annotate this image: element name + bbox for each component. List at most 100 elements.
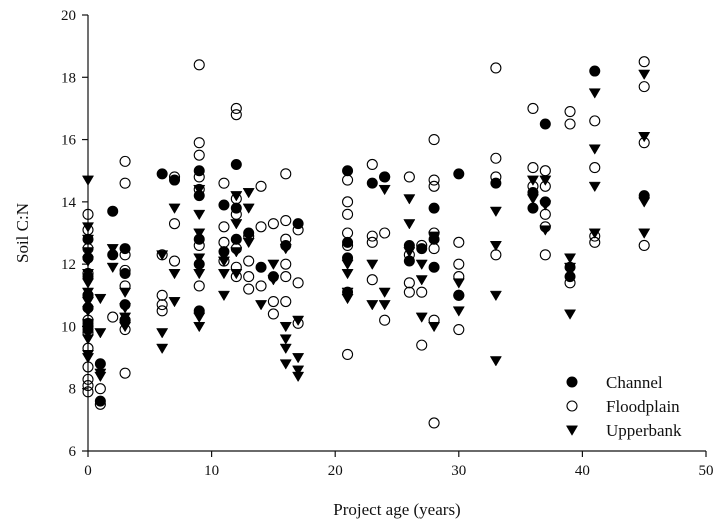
data-point (378, 287, 391, 298)
data-point (638, 239, 650, 252)
data-point (342, 239, 354, 252)
data-point (589, 115, 601, 127)
data-point (342, 196, 354, 208)
data-point (168, 255, 181, 267)
data-point (119, 264, 131, 276)
data-point (106, 262, 119, 274)
data-point (168, 218, 181, 230)
data-point (106, 244, 119, 255)
data-point (428, 174, 440, 186)
data-point (403, 277, 415, 289)
data-point (342, 236, 354, 248)
data-point (119, 177, 131, 189)
data-point (193, 239, 205, 252)
x-tick-label: 0 (84, 463, 92, 479)
data-point (280, 295, 292, 308)
data-point (255, 221, 267, 233)
data-point (588, 144, 601, 155)
data-point (218, 236, 230, 248)
data-point (230, 233, 242, 245)
data-point (403, 255, 415, 267)
data-point (452, 306, 465, 317)
series-upperbank (81, 69, 651, 383)
data-point (242, 203, 255, 214)
data-point (193, 321, 206, 333)
data-point (156, 328, 169, 339)
data-point (267, 295, 279, 308)
series-channel (82, 65, 650, 407)
data-point (490, 249, 502, 261)
data-point (267, 308, 279, 320)
y-tick-label: 10 (61, 319, 76, 335)
data-point (279, 334, 292, 345)
data-point (279, 321, 292, 333)
data-point (119, 312, 132, 323)
data-point (193, 184, 206, 196)
x-tick-label: 20 (328, 463, 343, 479)
data-point (638, 56, 650, 68)
data-point (564, 105, 576, 118)
data-point (255, 300, 268, 311)
data-point (280, 271, 292, 283)
data-point (267, 218, 279, 230)
data-point (416, 339, 428, 351)
data-point (539, 165, 551, 177)
data-point (428, 417, 440, 429)
axes (87, 15, 706, 452)
data-point (230, 158, 242, 170)
data-point (81, 256, 95, 267)
data-point (279, 343, 292, 355)
data-point (255, 280, 267, 292)
data-point (193, 149, 205, 161)
data-point (527, 102, 539, 114)
data-point (217, 256, 230, 267)
data-point (342, 165, 354, 177)
data-point (403, 171, 415, 183)
data-point (292, 365, 305, 376)
data-point (638, 69, 651, 80)
data-point (638, 81, 650, 93)
data-point (217, 269, 230, 280)
y-axis-title: Soil C:N (13, 203, 32, 263)
data-point (428, 231, 441, 242)
data-point (193, 312, 206, 323)
data-point (489, 241, 502, 252)
y-tick-label: 12 (61, 257, 76, 273)
data-point (230, 102, 242, 114)
data-point (81, 222, 95, 233)
data-point (156, 343, 169, 355)
data-point (539, 118, 551, 130)
data-point (292, 353, 305, 364)
data-point (292, 218, 304, 230)
data-point (366, 177, 378, 189)
x-axis-title: Project age (years) (333, 500, 460, 519)
y-tick-label: 20 (61, 8, 76, 24)
data-point (564, 118, 576, 130)
data-point (119, 287, 132, 298)
data-point (489, 290, 502, 302)
data-point (489, 356, 502, 367)
data-point (82, 208, 94, 220)
legend-item-upperbank: Upperbank (565, 421, 682, 440)
legend-marker (566, 376, 578, 388)
legend-marker (566, 400, 578, 412)
data-point (218, 221, 230, 233)
data-point (638, 197, 651, 208)
y-tick-label: 8 (69, 382, 77, 398)
data-point (428, 243, 440, 255)
data-point (638, 228, 651, 239)
data-point (168, 171, 181, 183)
y-tick-label: 16 (61, 133, 77, 149)
data-point (193, 171, 205, 183)
data-point (255, 261, 267, 273)
data-point (366, 300, 379, 311)
data-point (280, 214, 292, 227)
data-point (428, 261, 440, 273)
data-point (292, 315, 305, 327)
data-point (279, 244, 292, 255)
data-point (428, 202, 440, 214)
data-point (193, 280, 205, 292)
data-point (453, 289, 465, 301)
data-point (119, 249, 131, 261)
data-point (218, 199, 230, 211)
